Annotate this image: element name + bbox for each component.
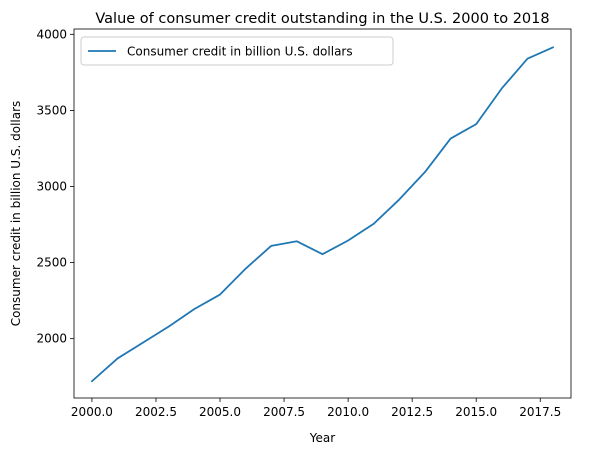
chart-title: Value of consumer credit outstanding in … bbox=[95, 11, 549, 27]
y-tick-label: 3500 bbox=[36, 103, 67, 117]
x-tick-label: 2000.0 bbox=[71, 405, 113, 419]
x-axis-title: Year bbox=[309, 431, 335, 445]
y-tick-label: 3000 bbox=[36, 179, 67, 193]
legend-box bbox=[80, 36, 394, 66]
x-tick-label: 2015.0 bbox=[455, 405, 497, 419]
x-tick-label: 2002.5 bbox=[135, 405, 177, 419]
y-tick-label: 2500 bbox=[36, 256, 67, 270]
x-tick-label: 2007.5 bbox=[263, 405, 305, 419]
series-layer bbox=[91, 46, 554, 383]
x-tick-label: 2012.5 bbox=[391, 405, 433, 419]
legend-label: Consumer credit in billion U.S. dollars bbox=[127, 45, 353, 59]
y-axis-title: Consumer credit in billion U.S. dollars bbox=[9, 101, 23, 327]
x-axis-ticks: 2000.0 2002.5 2005.0 2007.5 2010.0 2012.5 2015… bbox=[71, 398, 561, 419]
plot-frame bbox=[73, 28, 572, 399]
y-axis-ticks: 2000 2500 3000 3500 4000 bbox=[36, 27, 74, 346]
y-tick-label: 2000 bbox=[36, 332, 67, 346]
series-line-0 bbox=[91, 46, 554, 383]
y-tick-label: 4000 bbox=[36, 27, 67, 41]
legend: Consumer credit in billion U.S. dollars bbox=[80, 36, 394, 66]
x-tick-label: 2017.5 bbox=[519, 405, 561, 419]
x-tick-label: 2010.0 bbox=[327, 405, 369, 419]
x-tick-label: 2005.0 bbox=[199, 405, 241, 419]
